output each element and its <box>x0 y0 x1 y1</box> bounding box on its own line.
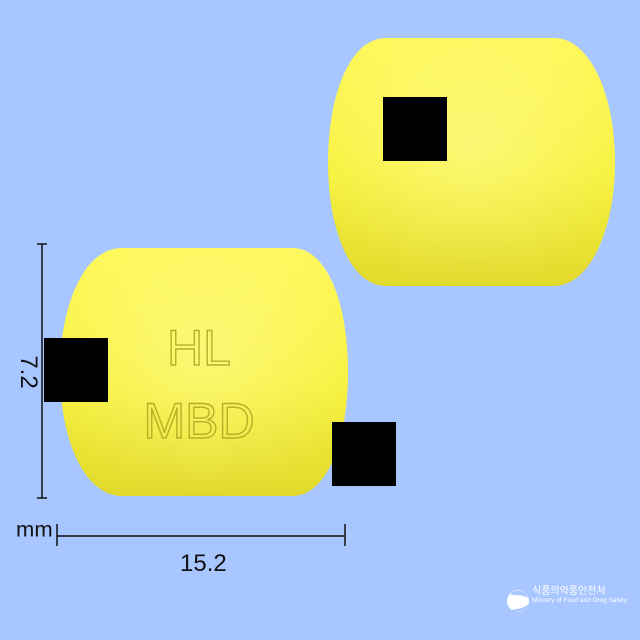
pill-front: HL MBD <box>60 248 348 496</box>
watermark-english-text: Ministry of Food and Drug Safety <box>532 597 628 604</box>
watermark-korean-text: 식품의약품안전처 <box>532 586 606 597</box>
pill-imprint-line2: MBD <box>143 393 254 449</box>
dimension-unit-label: mm <box>16 517 53 542</box>
pill-back <box>328 38 615 286</box>
dimension-width-label: 15.2 <box>180 550 227 577</box>
watermark: 식품의약품안전처 Ministry of Food and Drug Safet… <box>506 582 632 622</box>
watermark-logo <box>507 590 529 612</box>
redaction-box-top <box>383 97 447 161</box>
dimension-height-label: 7.2 <box>15 355 42 389</box>
redaction-box-left <box>44 338 108 402</box>
redaction-box-right <box>332 422 396 486</box>
dimension-width-guide <box>56 524 346 546</box>
pill-imprint-line1: HL <box>167 320 231 376</box>
dimension-height-guide <box>37 243 47 499</box>
